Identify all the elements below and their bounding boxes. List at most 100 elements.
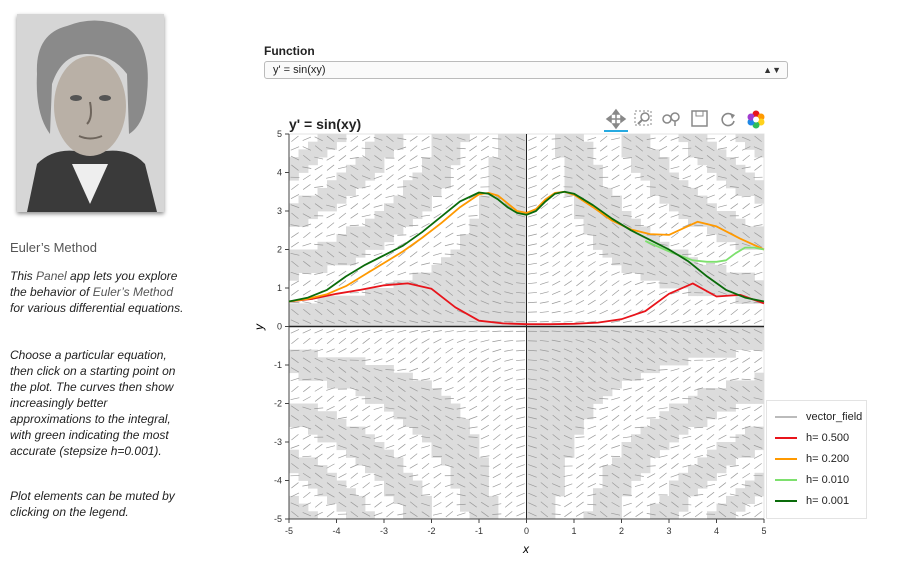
vector-arrow bbox=[421, 309, 430, 315]
vector-arrow bbox=[444, 320, 454, 323]
vector-arrow bbox=[658, 290, 668, 296]
shade-cell bbox=[308, 195, 318, 204]
vector-arrow bbox=[468, 242, 478, 248]
vector-arrow bbox=[481, 511, 489, 518]
vector-arrow bbox=[634, 281, 644, 286]
vector-arrow bbox=[540, 501, 549, 508]
vector-arrow bbox=[444, 483, 454, 488]
shade-cell bbox=[507, 234, 518, 243]
shade-cell bbox=[650, 442, 660, 451]
vector-arrow bbox=[659, 347, 667, 354]
vector-arrow bbox=[539, 311, 549, 313]
vector-arrow bbox=[540, 145, 549, 152]
y-axis-label: y bbox=[252, 323, 266, 331]
save-icon[interactable] bbox=[688, 108, 712, 130]
vector-arrow bbox=[717, 147, 727, 150]
shade-cell bbox=[574, 395, 584, 404]
vector-arrow bbox=[445, 415, 454, 421]
shade-cell bbox=[555, 442, 565, 451]
vector-arrow bbox=[338, 434, 347, 441]
shade-cell bbox=[583, 187, 594, 196]
vector-arrow bbox=[611, 414, 620, 421]
wheel-zoom-icon[interactable] bbox=[660, 108, 684, 130]
shade-cell bbox=[460, 442, 470, 451]
vector-arrow bbox=[361, 214, 371, 218]
vector-arrow bbox=[349, 387, 359, 391]
shade-cell bbox=[479, 311, 489, 320]
shade-cell bbox=[716, 280, 727, 289]
shade-cell bbox=[669, 480, 679, 489]
shade-cell bbox=[555, 357, 565, 366]
shade-cell bbox=[460, 465, 470, 474]
vector-arrow bbox=[433, 213, 442, 219]
shade-cell bbox=[526, 495, 537, 504]
vector-arrow bbox=[647, 290, 656, 296]
shade-cell bbox=[469, 272, 480, 281]
shade-cell bbox=[659, 280, 670, 289]
vector-arrow bbox=[338, 270, 347, 277]
legend-label: h= 0.010 bbox=[806, 474, 850, 486]
shade-cell bbox=[441, 288, 451, 297]
vector-arrow bbox=[587, 156, 597, 160]
vector-arrow bbox=[623, 309, 632, 315]
vector-arrow bbox=[350, 472, 359, 479]
function-select[interactable]: y' = sin(xy) ▲▼ bbox=[264, 61, 788, 79]
vector-arrow bbox=[694, 280, 703, 286]
vector-arrow bbox=[528, 194, 537, 199]
vector-arrow bbox=[409, 501, 418, 508]
shade-cell bbox=[697, 149, 708, 158]
vector-arrow bbox=[469, 395, 477, 402]
vector-arrow bbox=[588, 463, 596, 470]
shade-cell bbox=[726, 272, 736, 281]
shade-cell bbox=[678, 426, 689, 435]
shade-cell bbox=[707, 341, 717, 350]
vector-arrow bbox=[373, 243, 383, 247]
curve-h-0-200[interactable] bbox=[288, 190, 765, 303]
vector-arrow bbox=[386, 309, 394, 315]
vector-arrow bbox=[492, 376, 501, 383]
shade-cell bbox=[697, 211, 708, 220]
vector-arrow bbox=[374, 270, 382, 277]
vector-arrow bbox=[742, 260, 750, 267]
vector-arrow bbox=[551, 321, 561, 323]
panel-link[interactable]: Panel bbox=[36, 269, 67, 283]
shade-cell bbox=[355, 511, 366, 519]
vector-arrow bbox=[480, 357, 490, 363]
shade-cell bbox=[498, 164, 508, 173]
shade-cell bbox=[365, 303, 375, 312]
shade-cell bbox=[450, 411, 461, 420]
vector-arrow bbox=[398, 164, 406, 171]
shade-cell bbox=[365, 141, 375, 150]
vector-arrow bbox=[694, 472, 703, 479]
shade-cell bbox=[346, 257, 356, 266]
vector-arrow bbox=[374, 260, 382, 267]
reset-icon[interactable] bbox=[716, 108, 740, 130]
vector-arrow bbox=[611, 424, 620, 431]
vector-arrow bbox=[349, 426, 359, 429]
vector-arrow bbox=[718, 290, 727, 295]
vector-arrow bbox=[646, 320, 656, 324]
vector-arrow bbox=[754, 183, 762, 190]
curve-h-0-500[interactable] bbox=[288, 282, 765, 326]
shade-cell bbox=[498, 311, 508, 320]
shade-cell bbox=[327, 472, 337, 481]
euler-method-link[interactable]: Euler’s Method bbox=[92, 285, 174, 299]
legend-label: vector_field bbox=[806, 411, 863, 423]
vector-arrow bbox=[611, 512, 621, 516]
shade-cell bbox=[659, 187, 670, 196]
bokeh-logo-icon[interactable] bbox=[744, 108, 768, 130]
vector-arrow bbox=[492, 261, 501, 267]
curve-h-0-001[interactable] bbox=[288, 190, 765, 303]
shade-cell bbox=[355, 241, 366, 250]
box-zoom-icon[interactable] bbox=[632, 108, 656, 130]
shade-cell bbox=[327, 426, 337, 435]
shade-cell bbox=[669, 203, 679, 212]
vector-arrow bbox=[635, 435, 644, 440]
vector-arrow bbox=[635, 443, 644, 450]
shade-cell bbox=[564, 442, 575, 451]
vector-arrow bbox=[659, 174, 667, 181]
vector-arrow bbox=[468, 300, 478, 305]
vector-arrow bbox=[528, 136, 537, 142]
pan-icon[interactable] bbox=[604, 108, 628, 132]
